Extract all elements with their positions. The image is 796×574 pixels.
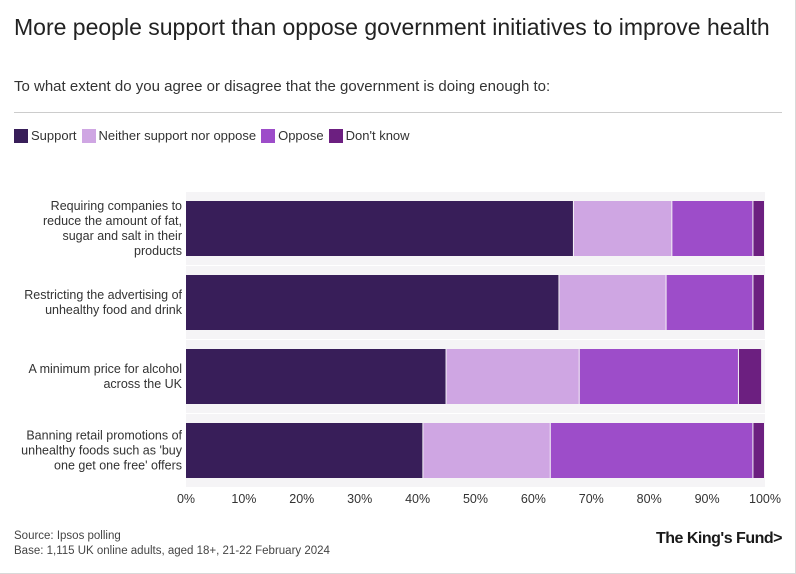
- bar-segment: [579, 349, 738, 404]
- legend-item: Neither support nor oppose: [81, 128, 257, 143]
- x-tick-label: 60%: [521, 492, 546, 506]
- x-tick-label: 10%: [231, 492, 256, 506]
- header-divider: [14, 112, 782, 113]
- bar-segment: [550, 423, 753, 478]
- legend-label: Neither support nor oppose: [98, 128, 257, 143]
- chart-subtitle: To what extent do you agree or disagree …: [14, 78, 551, 95]
- category-label: Requiring companies to reduce the amount …: [43, 199, 182, 258]
- legend-item: Support: [14, 128, 77, 143]
- x-tick-label: 50%: [463, 492, 488, 506]
- legend-swatch: [328, 128, 343, 143]
- bar-segment: [672, 201, 753, 256]
- chart-title: More people support than oppose governme…: [14, 14, 770, 40]
- legend-swatch: [14, 128, 28, 143]
- x-tick-label: 70%: [579, 492, 604, 506]
- bar-segment: [753, 275, 764, 330]
- bar-segment: [559, 275, 666, 330]
- category-label: Banning retail promotions of unhealthy fo…: [21, 429, 183, 473]
- x-tick-label: 20%: [289, 492, 314, 506]
- x-tick-label: 0%: [177, 492, 195, 506]
- bar-segment: [186, 423, 423, 478]
- legend-swatch: [81, 128, 96, 143]
- x-tick-label: 30%: [347, 492, 372, 506]
- bar-segment: [423, 423, 550, 478]
- x-tick-label: 40%: [405, 492, 430, 506]
- bar-segment: [186, 201, 573, 256]
- legend-item: Oppose: [261, 128, 324, 143]
- bar-segment: [186, 349, 446, 404]
- legend-item: Don't know: [328, 128, 410, 143]
- bar-segment: [446, 349, 579, 404]
- bar-segment: [186, 275, 559, 330]
- kings-fund-logo: The King's Fund>: [655, 530, 783, 547]
- legend-swatch: [261, 128, 276, 143]
- bar-segment: [573, 201, 672, 256]
- x-tick-label: 90%: [695, 492, 720, 506]
- bar-segment: [753, 423, 764, 478]
- legend: Support Neither support nor oppose Oppose D…: [14, 128, 415, 143]
- x-tick-label: 100%: [749, 492, 781, 506]
- legend-label: Oppose: [278, 128, 324, 143]
- legend-label: Don't know: [345, 128, 410, 143]
- bar-segment: [738, 349, 762, 404]
- bar-segment: [666, 275, 753, 330]
- category-label: A minimum price for alcohol across the UK: [28, 362, 182, 391]
- source-note: Source: Ipsos polling: [14, 530, 121, 542]
- base-note: Base: 1,115 UK online adults, aged 18+, …: [14, 545, 330, 557]
- legend-label: Support: [31, 128, 77, 143]
- category-label: Restricting the advertising of unhealthy …: [24, 288, 182, 317]
- bar-segment: [753, 201, 764, 256]
- x-tick-label: 80%: [637, 492, 662, 506]
